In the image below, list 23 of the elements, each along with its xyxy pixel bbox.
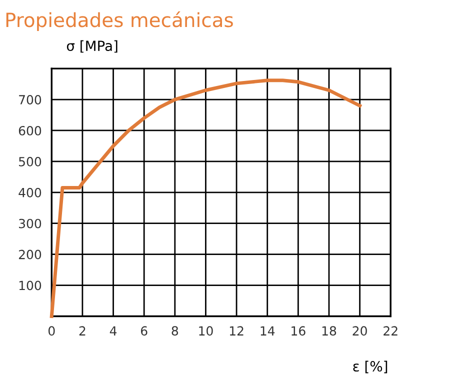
x-tick-label: 8 (172, 326, 178, 336)
y-tick-label: 500 (19, 156, 42, 166)
x-tick-label: 6 (140, 326, 148, 336)
x-tick-label: 2 (79, 326, 86, 336)
x-tick-label: 14 (260, 326, 275, 336)
y-tick-label: 300 (19, 218, 42, 228)
x-tick-label: 12 (230, 326, 244, 336)
x-axis-title: ε [%] (353, 360, 388, 374)
x-tick-label: 20 (352, 326, 367, 336)
x-tick-label: 10 (199, 326, 213, 336)
y-tick-label: 600 (18, 126, 42, 136)
y-axis-title: σ [MPa] (66, 40, 118, 53)
y-tick-label: 400 (18, 188, 42, 198)
x-tick-label: 16 (292, 326, 306, 336)
x-tick-label: 22 (384, 326, 398, 336)
x-tick-label: 18 (322, 326, 336, 336)
y-tick-label: 200 (18, 250, 42, 260)
chart-title: Propiedades mecánicas (6, 11, 233, 32)
y-tick-label: 100 (19, 280, 42, 290)
x-tick-label: 4 (110, 326, 117, 336)
x-tick-label: 0 (48, 326, 55, 336)
line-series (50, 78, 362, 318)
y-tick-label: 700 (19, 95, 42, 104)
